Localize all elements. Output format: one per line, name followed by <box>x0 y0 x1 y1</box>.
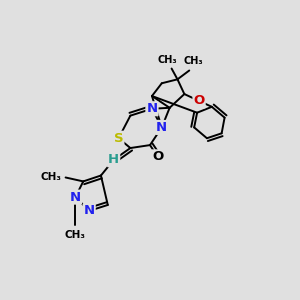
Text: CH₃: CH₃ <box>183 56 203 66</box>
Text: N: N <box>146 102 158 115</box>
Text: S: S <box>114 132 123 145</box>
Text: CH₃: CH₃ <box>65 230 86 241</box>
Text: O: O <box>152 150 164 164</box>
Text: CH₃: CH₃ <box>41 172 62 182</box>
Text: O: O <box>194 94 205 107</box>
Text: CH₃: CH₃ <box>158 55 178 64</box>
Text: N: N <box>156 121 167 134</box>
Text: N: N <box>70 190 81 204</box>
Text: N: N <box>84 204 95 218</box>
Text: H: H <box>108 153 119 166</box>
